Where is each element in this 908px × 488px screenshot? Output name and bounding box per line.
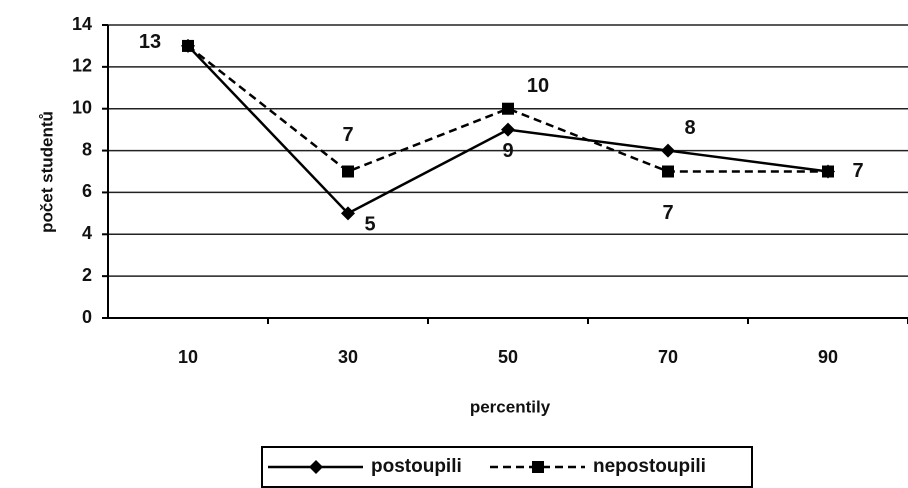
legend-marker xyxy=(309,460,323,474)
data-label: 13 xyxy=(139,31,161,53)
point xyxy=(502,102,514,115)
y-tick-label: 12 xyxy=(72,56,92,76)
legend-label: postoupili xyxy=(371,456,462,477)
data-label: 5 xyxy=(364,214,375,236)
x-tick-label: 70 xyxy=(658,347,678,367)
y-tick-label: 14 xyxy=(72,14,92,34)
y-axis-title: počet studentů xyxy=(37,111,56,233)
point xyxy=(342,165,354,178)
y-tick-label: 10 xyxy=(72,97,92,117)
y-tick-label: 4 xyxy=(82,223,92,243)
data-label: 10 xyxy=(527,75,549,97)
point xyxy=(182,39,194,52)
point xyxy=(501,122,515,137)
y-tick-label: 6 xyxy=(82,181,92,201)
point xyxy=(341,206,355,221)
legend-label: nepostoupili xyxy=(593,456,706,477)
point xyxy=(662,165,674,178)
data-label: 7 xyxy=(342,124,353,146)
data-label: 7 xyxy=(852,160,863,182)
series-line xyxy=(187,44,828,173)
data-label: 7 xyxy=(662,202,673,224)
y-tick-label: 0 xyxy=(82,307,92,327)
x-tick-label: 10 xyxy=(178,347,198,367)
legend-marker xyxy=(532,461,544,473)
point xyxy=(822,165,834,178)
data-label: 8 xyxy=(684,117,695,139)
y-tick-label: 8 xyxy=(82,139,92,159)
x-tick-label: 50 xyxy=(498,347,518,367)
x-tick-label: 30 xyxy=(338,347,358,367)
point xyxy=(661,143,675,158)
data-label: 9 xyxy=(502,140,513,162)
x-tick-label: 90 xyxy=(818,347,838,367)
y-tick-label: 2 xyxy=(82,265,92,285)
x-axis-title: percentily xyxy=(470,397,551,416)
